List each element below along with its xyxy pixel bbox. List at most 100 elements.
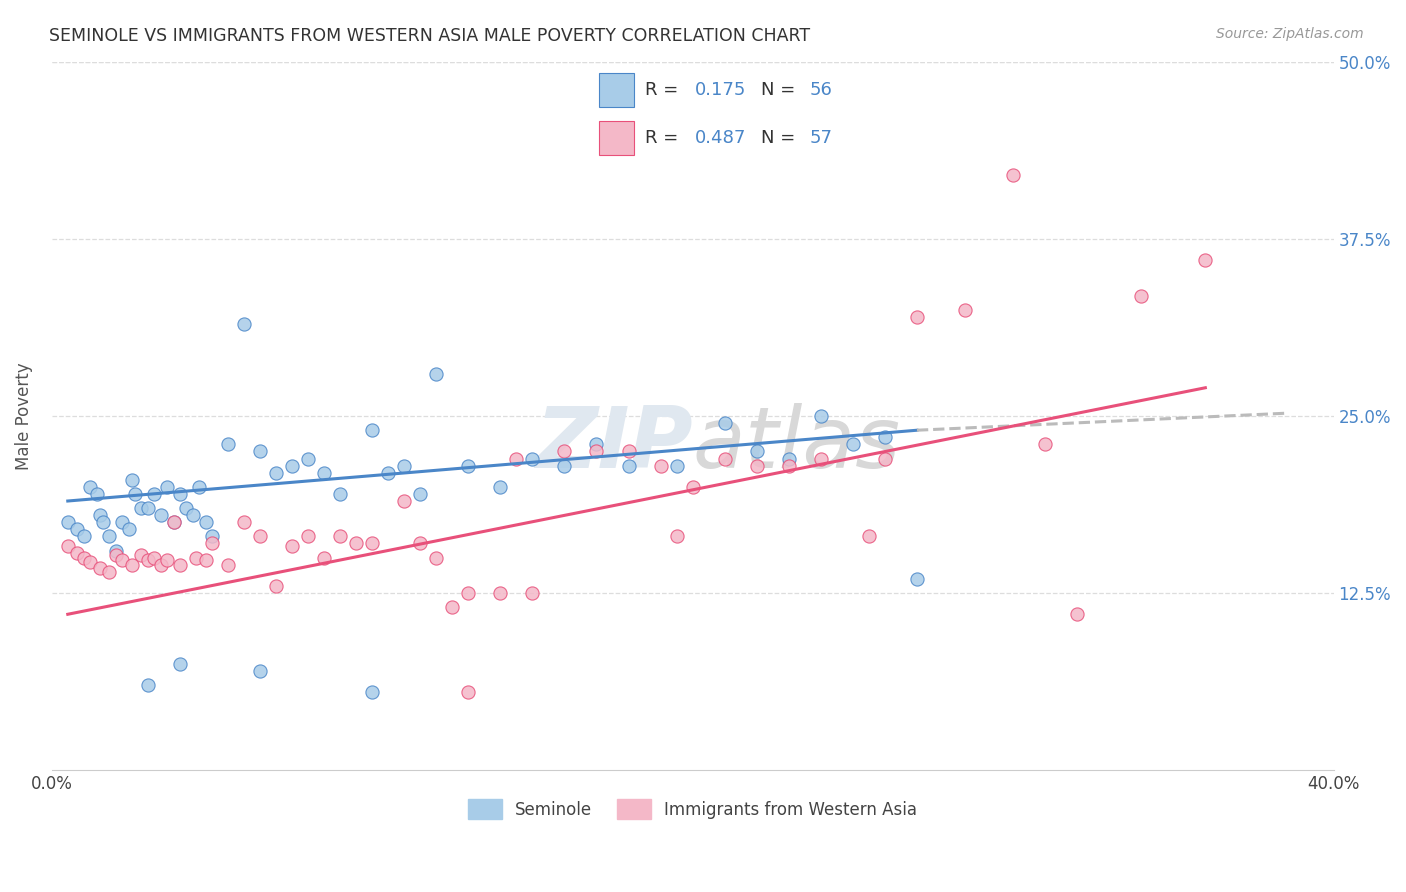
Point — [1002, 169, 1025, 183]
Point — [650, 458, 672, 473]
Point — [136, 553, 159, 567]
Point — [713, 416, 735, 430]
Text: N =: N = — [761, 80, 800, 99]
Point — [131, 501, 153, 516]
Point — [66, 522, 89, 536]
Point — [314, 466, 336, 480]
Point — [361, 423, 384, 437]
Text: SEMINOLE VS IMMIGRANTS FROM WESTERN ASIA MALE POVERTY CORRELATION CHART: SEMINOLE VS IMMIGRANTS FROM WESTERN ASIA… — [49, 27, 810, 45]
Point — [121, 473, 143, 487]
Point — [118, 522, 141, 536]
Point — [682, 480, 704, 494]
Text: ZIP: ZIP — [536, 403, 693, 486]
Text: R =: R = — [645, 80, 685, 99]
Point — [344, 536, 367, 550]
Point — [505, 451, 527, 466]
Point — [136, 501, 159, 516]
Point — [745, 444, 768, 458]
Point — [233, 317, 256, 331]
Y-axis label: Male Poverty: Male Poverty — [15, 362, 32, 470]
Point — [104, 548, 127, 562]
Text: 56: 56 — [810, 80, 832, 99]
Point — [409, 487, 432, 501]
Point — [457, 685, 479, 699]
Point — [377, 466, 399, 480]
Point — [665, 529, 688, 543]
Point — [233, 515, 256, 529]
Point — [249, 529, 271, 543]
Point — [713, 451, 735, 466]
Point — [361, 536, 384, 550]
Point — [842, 437, 865, 451]
Legend: Seminole, Immigrants from Western Asia: Seminole, Immigrants from Western Asia — [461, 793, 924, 825]
Point — [188, 480, 211, 494]
Point — [264, 466, 287, 480]
Point — [585, 444, 607, 458]
Point — [778, 451, 800, 466]
Point — [156, 480, 179, 494]
Point — [169, 558, 191, 572]
Point — [184, 550, 207, 565]
Point — [858, 529, 880, 543]
Point — [176, 501, 198, 516]
Point — [169, 487, 191, 501]
Point — [136, 678, 159, 692]
Point — [617, 458, 640, 473]
Text: 0.487: 0.487 — [695, 128, 747, 147]
Point — [66, 546, 89, 560]
Point — [297, 529, 319, 543]
Point — [104, 543, 127, 558]
Point — [745, 458, 768, 473]
Point — [86, 487, 108, 501]
Point — [281, 458, 304, 473]
Point — [297, 451, 319, 466]
Point — [73, 550, 96, 565]
Point — [194, 553, 217, 567]
Point — [143, 550, 166, 565]
Point — [522, 451, 544, 466]
Point — [91, 515, 114, 529]
Point — [162, 515, 184, 529]
Point — [79, 555, 101, 569]
Point — [149, 558, 172, 572]
Point — [1130, 289, 1153, 303]
Point — [217, 437, 239, 451]
Point — [457, 458, 479, 473]
Point — [953, 302, 976, 317]
Point — [1066, 607, 1088, 622]
Point — [617, 444, 640, 458]
Point — [194, 515, 217, 529]
Point — [425, 367, 447, 381]
Point — [89, 508, 111, 523]
Point — [162, 515, 184, 529]
Point — [169, 657, 191, 671]
Point — [553, 444, 575, 458]
Point — [489, 480, 512, 494]
Point — [98, 529, 121, 543]
Point — [143, 487, 166, 501]
Point — [409, 536, 432, 550]
Point — [201, 536, 224, 550]
Point — [441, 600, 464, 615]
Point — [249, 444, 271, 458]
Text: 0.175: 0.175 — [695, 80, 747, 99]
Text: atlas: atlas — [693, 403, 901, 486]
Point — [56, 515, 79, 529]
Point — [201, 529, 224, 543]
Point — [394, 494, 416, 508]
Point — [124, 487, 146, 501]
Point — [264, 579, 287, 593]
Point — [121, 558, 143, 572]
Point — [329, 529, 352, 543]
Point — [425, 550, 447, 565]
Point — [181, 508, 204, 523]
Point — [361, 685, 384, 699]
Point — [329, 487, 352, 501]
Point — [89, 560, 111, 574]
Point — [111, 553, 134, 567]
Point — [873, 430, 896, 444]
Point — [810, 451, 832, 466]
Point — [111, 515, 134, 529]
Point — [217, 558, 239, 572]
Point — [778, 458, 800, 473]
